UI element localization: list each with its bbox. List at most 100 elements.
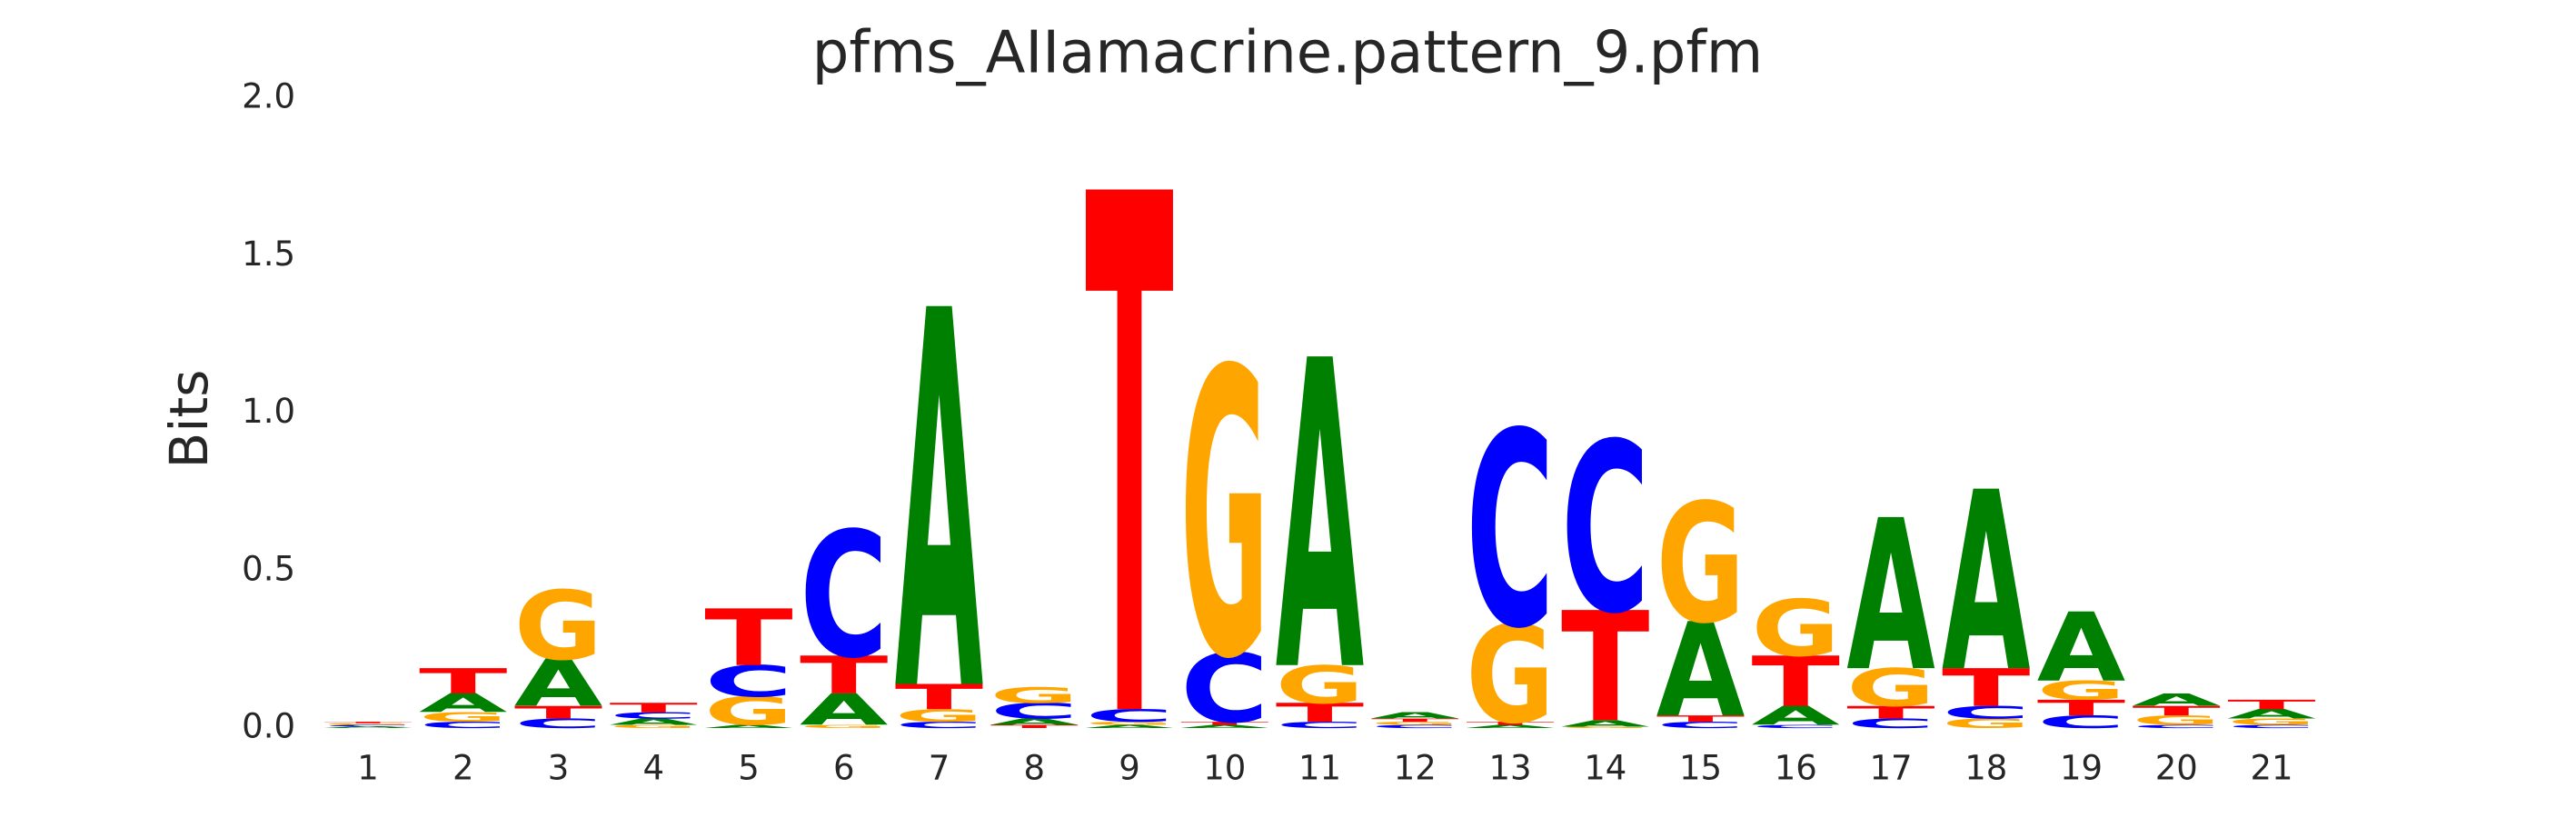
letter: C: [419, 720, 507, 730]
letter: G: [323, 723, 412, 725]
letter: G: [990, 683, 1079, 708]
letter: G: [1656, 469, 1745, 660]
letter: C: [1846, 716, 1934, 732]
letter: C: [514, 716, 602, 732]
letter: A: [514, 646, 602, 722]
y-tick-label: 1.0: [242, 392, 295, 431]
letter: G: [1466, 597, 1554, 753]
letter: T: [419, 662, 508, 702]
letter: A: [610, 717, 698, 727]
y-axis-label: Bits: [158, 370, 220, 469]
x-tick-label: 13: [1488, 749, 1531, 788]
letter: C: [895, 720, 983, 730]
letter: G: [1085, 721, 1173, 726]
letter: A: [1180, 724, 1269, 730]
letter: T: [2227, 697, 2316, 713]
letter: T: [1276, 698, 1364, 728]
letter: G: [514, 572, 602, 683]
letter: G: [800, 724, 888, 730]
letter: T: [895, 677, 984, 717]
letter: C: [1371, 724, 1459, 730]
letter: T: [610, 700, 699, 715]
letter: C: [1656, 720, 1745, 730]
x-tick-label: 9: [1119, 749, 1140, 788]
y-tick-label: 1.5: [242, 234, 295, 274]
letter: A: [1656, 596, 1745, 747]
letter: G: [1942, 716, 2030, 732]
y-tick-label: 0.5: [242, 549, 295, 588]
letter: A: [1466, 724, 1555, 730]
x-tick-label: 16: [1775, 749, 1817, 788]
x-tick-label: 5: [738, 749, 760, 788]
letter: C: [990, 699, 1079, 723]
x-tick-label: 14: [1584, 749, 1626, 788]
letter: A: [1942, 440, 2030, 727]
letter: C: [2227, 724, 2315, 730]
letter: G: [2133, 713, 2221, 728]
letter: C: [323, 724, 412, 727]
letter: T: [1752, 643, 1841, 723]
y-tick-label: 2.0: [242, 77, 295, 116]
letter: C: [1180, 634, 1268, 745]
letter: G: [2037, 676, 2125, 706]
letter: G: [610, 724, 698, 730]
letter: G: [895, 705, 983, 725]
letter: T: [1371, 718, 1459, 723]
letter: C: [1561, 394, 1649, 665]
letter: A: [990, 717, 1079, 727]
letter: G: [1752, 584, 1840, 673]
x-tick-label: 8: [1023, 749, 1045, 788]
y-tick-label: 0.0: [242, 707, 295, 746]
letter: A: [323, 726, 413, 729]
letter: T: [323, 722, 412, 724]
letter: G: [1276, 655, 1364, 716]
letter: C: [1752, 724, 1840, 730]
letter: A: [419, 689, 508, 719]
letter: A: [800, 685, 889, 735]
letter: G: [1846, 658, 1934, 719]
letter: G: [1561, 726, 1649, 729]
letter: A: [1752, 702, 1841, 732]
x-tick-label: 19: [2060, 749, 2103, 788]
letter: A: [2227, 706, 2315, 722]
letter: G: [419, 710, 507, 725]
x-tick-label: 11: [1298, 749, 1341, 788]
x-tick-label: 10: [1203, 749, 1246, 788]
x-tick-label: 17: [1869, 749, 1912, 788]
letter: A: [2133, 690, 2222, 710]
chart-title: pfms_AIIamacrine.pattern_9.pfm: [812, 20, 1763, 87]
x-tick-label: 6: [833, 749, 855, 788]
letter: G: [1180, 289, 1268, 746]
letter: A: [1846, 476, 1934, 718]
letter: C: [704, 657, 792, 707]
letter: A: [1561, 718, 1649, 728]
letter: T: [800, 645, 889, 706]
letter: T: [990, 724, 1079, 730]
letter: C: [610, 711, 698, 721]
x-tick-label: 7: [929, 749, 950, 788]
letter: A: [895, 203, 984, 806]
letter: C: [1085, 705, 1173, 725]
letter: C: [1942, 703, 2030, 723]
letter: T: [1846, 703, 1934, 723]
x-tick-label: 20: [2155, 749, 2198, 788]
letter: C: [1466, 375, 1554, 687]
letter: A: [2037, 594, 2125, 704]
letter: G: [704, 690, 792, 735]
letter: T: [2037, 696, 2126, 721]
letter: C: [2133, 724, 2221, 730]
letter: C: [1276, 720, 1364, 730]
letter: T: [1942, 658, 2031, 719]
letter: T: [1180, 721, 1268, 726]
letter: G: [2227, 717, 2315, 727]
x-tick-label: 4: [642, 749, 664, 788]
letter: T: [1466, 721, 1554, 726]
x-tick-label: 18: [1964, 749, 2007, 788]
letter: A: [1276, 273, 1365, 765]
letter: A: [1085, 724, 1174, 730]
letter: T: [514, 703, 602, 723]
letter: G: [1371, 721, 1459, 726]
x-tick-label: 21: [2250, 749, 2293, 788]
x-tick-label: 15: [1679, 749, 1722, 788]
